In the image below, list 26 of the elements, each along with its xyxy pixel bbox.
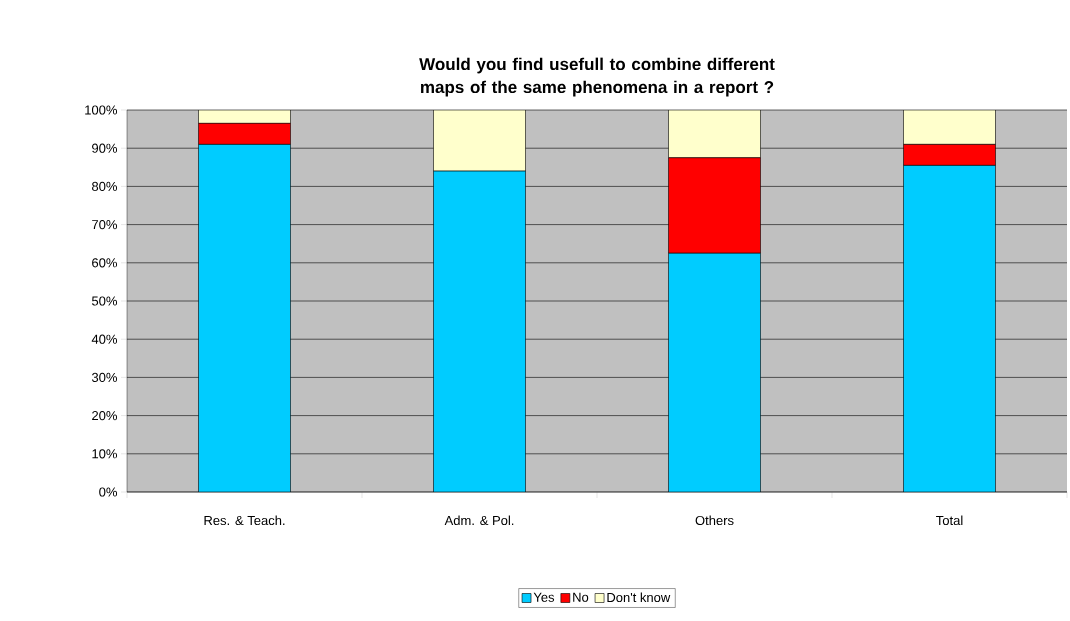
y-tick-label: 70% xyxy=(92,220,118,230)
bar xyxy=(433,170,526,493)
legend-label: Yes xyxy=(533,592,555,602)
chart-title: Would you find usefull to combine different maps of the same phenomena in a report ? xyxy=(419,57,775,97)
legend-label: No xyxy=(573,592,589,602)
bar xyxy=(668,252,761,493)
y-tick-label: 90% xyxy=(92,143,118,153)
bar xyxy=(198,144,291,493)
y-tick-label: 60% xyxy=(92,258,118,268)
bar xyxy=(903,165,996,493)
y-tick-label: 100% xyxy=(85,105,118,115)
x-tick-label: Adm. & Pol. xyxy=(444,515,514,526)
y-tick-label: 40% xyxy=(91,334,118,344)
y-tick-label: 0% xyxy=(99,487,118,497)
y-tick-label: 80% xyxy=(92,181,118,192)
bar xyxy=(433,110,526,172)
y-tick-label: 30% xyxy=(91,372,118,383)
bar xyxy=(903,110,996,145)
y-tick-label: 20% xyxy=(92,411,118,421)
bar xyxy=(668,110,761,159)
legend-label: Don't know xyxy=(607,592,671,603)
x-tick-label: Total xyxy=(936,515,963,526)
y-tick-label: 50% xyxy=(91,296,118,306)
y-tick-label: 10% xyxy=(92,449,118,459)
x-tick-label: Others xyxy=(695,515,734,526)
x-tick-label: Res. & Teach. xyxy=(204,515,285,526)
